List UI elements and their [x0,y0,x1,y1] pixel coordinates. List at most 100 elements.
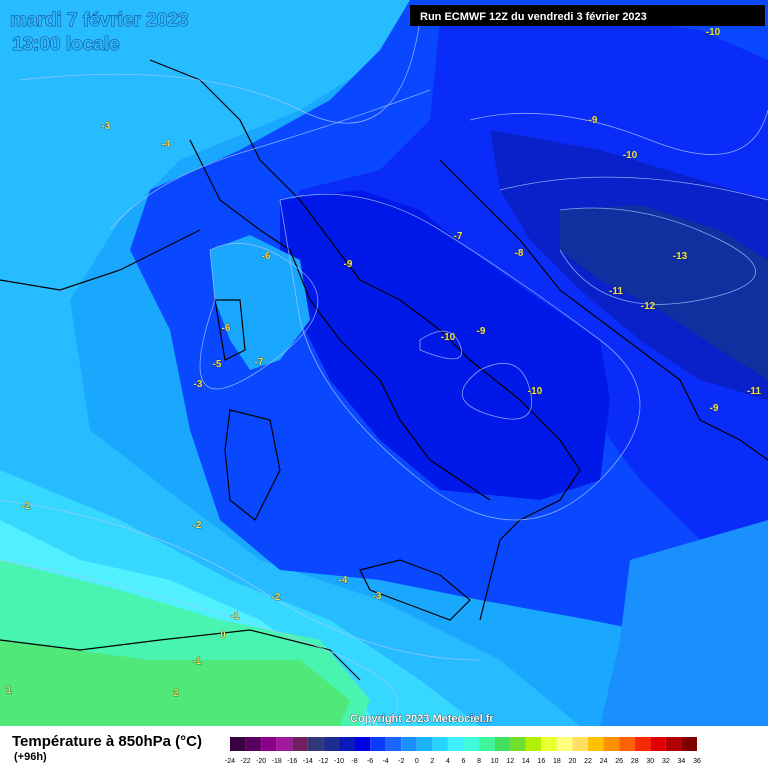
colorbar-label: 0 [415,758,419,765]
contour-labels: -10-9-10-13-11-12-11-9-8-7-9-6-10-9-10-6… [6,27,762,700]
colorbar-label: -8 [351,758,357,765]
footer-title: Température à 850hPa (°C) [12,733,202,750]
contour-label: -7 [255,357,264,368]
colorbar-box [494,737,511,751]
colorbar-label: 30 [646,758,654,765]
contour-label: -4 [339,575,348,586]
contour-label: -8 [515,248,524,259]
colorbar-box [681,737,697,751]
colorbar-label: -12 [318,758,328,765]
colorbar-label: -2 [398,758,404,765]
contour-label: -5 [213,359,222,370]
colorbar-box [261,737,277,751]
map-title: mardi 7 février 2023 [10,10,189,31]
coastlines [0,59,768,681]
colorbar-label: -20 [256,758,266,765]
contour-label: -10 [528,386,543,397]
colorbar-box [292,737,308,751]
map-subtitle: 13:00 locale [12,34,120,55]
colorbar-label: 10 [491,758,499,765]
colorbar-label: 2 [430,758,434,765]
contour-label: -4 [162,139,171,150]
contour-label: -1 [231,611,240,622]
contour-label: -3 [102,121,111,132]
colorbar-label: 14 [522,758,530,765]
contour-label: -9 [589,115,598,126]
colorbar-label: 28 [631,758,639,765]
colorbar-box [401,737,417,751]
contour-label: -10 [623,150,638,161]
contour-label: -3 [373,591,382,602]
isotherms [0,19,768,727]
colorbar-box [323,737,339,751]
colorbar-label: 24 [600,758,608,765]
colorbar-box [510,737,526,751]
contour-label: 0 [220,630,226,641]
contour-label: -6 [262,251,271,262]
copyright: Copyright 2023 Meteociel.fr [350,713,494,725]
colorbar-label: 26 [615,758,623,765]
run-label: Run ECMWF 12Z du vendredi 3 février 2023 [420,11,647,23]
colorbar-label: 12 [506,758,514,765]
colorbar-box [385,737,402,751]
colorbar-box [603,737,620,751]
contour-label: -2 [272,592,281,603]
colorbar-label: -18 [272,758,282,765]
colorbar-label: 20 [569,758,577,765]
colorbar-box [650,737,666,751]
colorbar-box [432,737,448,751]
colorbar-label: 36 [693,758,701,765]
colorbar-label: 6 [462,758,466,765]
colorbar-box [525,737,542,751]
colorbar: -24 -22 -20 -18 -16 -14 -12 -10 -8 -6 -4 -2 0 2 4 6 8 10 1… [225,737,701,765]
colorbar-label: 8 [477,758,481,765]
colorbar-box [416,737,433,751]
colorbar-label: -16 [287,758,297,765]
colorbar-box [370,737,386,751]
colorbar-label: 22 [584,758,592,765]
colorbar-box [276,737,293,751]
contour-label: -11 [747,386,761,397]
contour-label: -10 [706,27,721,38]
contour-label: -9 [477,326,486,337]
contour-label: -2 [193,520,202,531]
colorbar-box [447,737,464,751]
contour-label: -11 [609,286,623,297]
colorbar-box [588,737,604,751]
colorbar-box [479,737,495,751]
contour-label: -2 [22,501,31,512]
colorbar-box [541,737,557,751]
contour-label: -7 [454,231,463,242]
colorbar-label: 34 [678,758,686,765]
run-banner [410,5,765,26]
colorbar-label: 4 [446,758,450,765]
contour-label: -6 [222,323,231,334]
colorbar-box [338,737,355,751]
colorbar-box [463,737,480,751]
colorbar-box [619,737,635,751]
colorbar-box [230,737,246,751]
colorbar-label: 16 [537,758,545,765]
colorbar-label: -22 [241,758,251,765]
colorbar-label: -6 [367,758,373,765]
colorbar-label: -10 [334,758,344,765]
colorbar-box [572,737,589,751]
colorbar-label: -4 [383,758,389,765]
colorbar-box [245,737,262,751]
colorbar-box [354,737,371,751]
colorbar-box [556,737,573,751]
contour-label: -3 [194,379,203,390]
colorbar-label: -24 [225,758,235,765]
contour-label: -12 [641,301,656,312]
contour-label: -13 [673,251,688,262]
colorbar-box [665,737,682,751]
colorbar-box [307,737,324,751]
contour-label: -9 [344,259,353,270]
colorbar-label: -14 [303,758,313,765]
contour-label: -1 [193,656,202,667]
contour-label: -10 [441,332,456,343]
contour-label: 2 [173,688,179,699]
colorbar-box [634,737,651,751]
contour-label: 1 [6,685,12,696]
